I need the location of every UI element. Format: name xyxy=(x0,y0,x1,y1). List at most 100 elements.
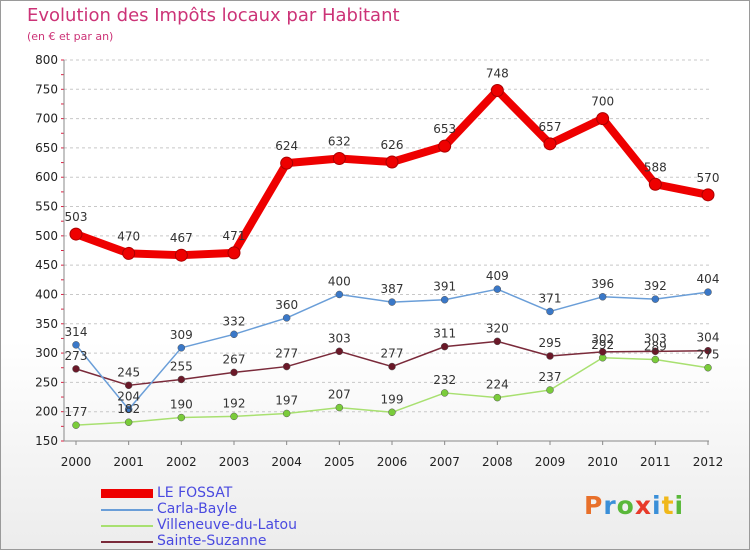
data-point xyxy=(651,295,660,303)
data-label: 245 xyxy=(117,365,140,379)
legend-item: LE FOSSAT xyxy=(101,485,341,502)
data-label: 371 xyxy=(539,291,562,305)
data-point xyxy=(174,248,188,262)
data-point xyxy=(493,393,502,402)
brand-letter: P xyxy=(584,491,604,520)
data-label: 237 xyxy=(539,370,562,384)
data-point xyxy=(335,347,344,356)
data-label: 588 xyxy=(644,160,667,174)
data-label: 182 xyxy=(117,402,140,416)
legend-label: Sainte-Suzanne xyxy=(157,533,267,549)
data-point xyxy=(440,295,449,304)
data-point xyxy=(704,288,712,296)
data-label: 400 xyxy=(328,274,351,288)
x-tick-label: 2009 xyxy=(535,455,566,469)
data-label: 624 xyxy=(275,139,298,153)
data-point xyxy=(282,314,291,322)
data-point xyxy=(440,342,449,351)
data-point xyxy=(230,368,238,377)
y-tick-label: 450 xyxy=(35,258,58,272)
legend-label: LE FOSSAT xyxy=(157,485,233,501)
data-label: 192 xyxy=(223,396,246,410)
data-point xyxy=(122,246,136,260)
x-tick-label: 2005 xyxy=(324,455,355,469)
x-tick-label: 2010 xyxy=(587,455,618,469)
legend-item: Sainte-Suzanne xyxy=(101,533,341,549)
data-label: 277 xyxy=(275,347,298,361)
data-point xyxy=(440,389,449,397)
data-label: 177 xyxy=(65,405,88,419)
legend-swatch xyxy=(101,509,153,511)
data-label: 404 xyxy=(697,272,720,286)
x-tick-label: 2008 xyxy=(482,455,513,469)
data-label: 273 xyxy=(65,349,88,363)
data-point xyxy=(648,177,662,191)
data-label: 207 xyxy=(328,388,351,402)
brand-letter: x xyxy=(634,491,652,520)
y-tick-label: 800 xyxy=(35,53,58,67)
legend-label: Villeneuve-du-Latou xyxy=(157,517,297,533)
x-tick-label: 2001 xyxy=(113,455,144,469)
data-label: 190 xyxy=(170,398,193,412)
x-tick-label: 2007 xyxy=(429,455,460,469)
data-label: 204 xyxy=(117,389,140,403)
data-label: 387 xyxy=(381,282,404,296)
y-tick-label: 200 xyxy=(35,405,58,419)
data-point xyxy=(177,375,186,384)
brand-letter: o xyxy=(616,491,635,520)
legend-item: Carla-Bayle xyxy=(101,501,341,518)
data-point xyxy=(651,347,660,356)
data-label: 700 xyxy=(591,95,614,109)
data-label: 303 xyxy=(328,331,351,345)
data-point xyxy=(280,156,294,170)
legend-swatch xyxy=(101,489,153,498)
data-point xyxy=(490,83,504,97)
data-label: 277 xyxy=(381,347,404,361)
y-tick-label: 650 xyxy=(35,141,58,155)
data-label: 392 xyxy=(644,279,667,293)
data-label: 232 xyxy=(433,373,456,387)
y-tick-label: 600 xyxy=(35,170,58,184)
data-point xyxy=(596,112,610,126)
data-point xyxy=(177,344,186,352)
data-label: 657 xyxy=(539,120,562,134)
data-point xyxy=(124,405,133,414)
data-label: 304 xyxy=(697,331,720,345)
data-point xyxy=(227,246,241,260)
data-point xyxy=(72,341,80,349)
data-point xyxy=(388,298,396,306)
x-tick-label: 2000 xyxy=(61,455,92,469)
data-label: 267 xyxy=(223,352,246,366)
brand-letter: i xyxy=(652,491,662,520)
data-label: 275 xyxy=(697,348,720,362)
legend-swatch xyxy=(101,525,153,527)
data-point xyxy=(704,346,712,355)
y-tick-label: 500 xyxy=(35,229,58,243)
data-point xyxy=(230,330,238,339)
x-tick-label: 2004 xyxy=(271,455,302,469)
y-tick-label: 400 xyxy=(35,287,58,301)
data-point xyxy=(701,188,715,202)
data-label: 224 xyxy=(486,378,509,392)
data-point xyxy=(69,227,83,241)
data-label: 302 xyxy=(591,332,614,346)
data-label: 471 xyxy=(223,229,246,243)
data-label: 289 xyxy=(644,340,667,354)
data-label: 311 xyxy=(433,327,456,341)
data-label: 467 xyxy=(170,231,193,245)
data-point xyxy=(493,285,502,293)
data-label: 295 xyxy=(539,336,562,350)
data-label: 653 xyxy=(433,122,456,136)
data-label: 570 xyxy=(697,171,720,185)
data-point xyxy=(335,403,344,412)
data-point xyxy=(282,409,291,418)
data-label: 391 xyxy=(433,280,456,294)
data-label: 303 xyxy=(644,331,667,345)
data-point xyxy=(124,418,133,426)
y-tick-label: 300 xyxy=(35,346,58,360)
data-point xyxy=(598,348,607,356)
y-tick-label: 350 xyxy=(35,317,58,331)
data-point xyxy=(438,139,452,153)
x-tick-label: 2002 xyxy=(166,455,197,469)
data-point xyxy=(177,413,186,422)
